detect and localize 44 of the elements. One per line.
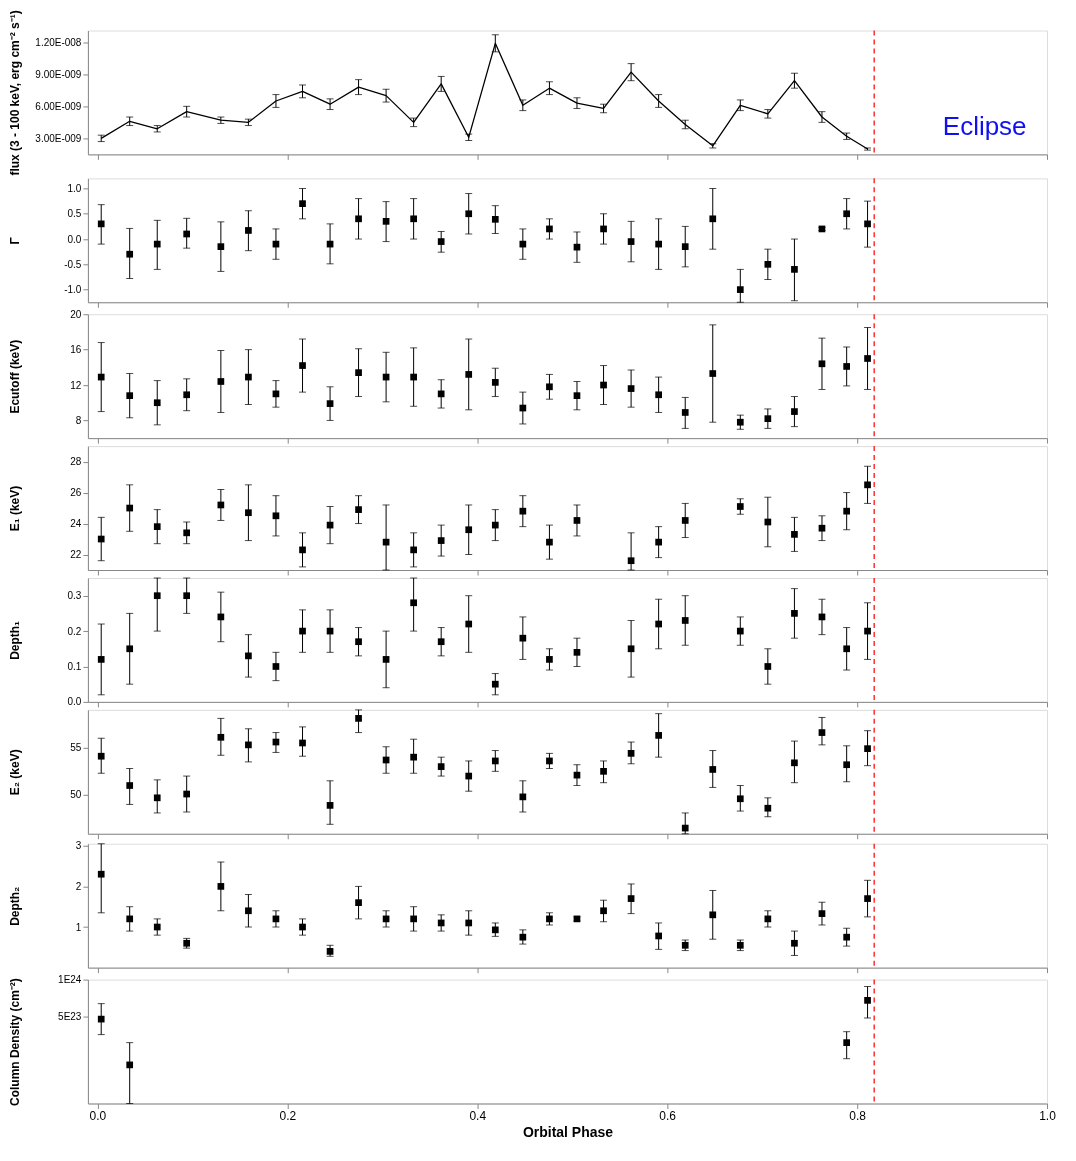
y-tick-label: 50	[70, 789, 82, 801]
y-tick-label: 24	[70, 518, 82, 530]
y-tick-label: 0.2	[67, 625, 82, 637]
y-tick-label: 5E23	[58, 1011, 82, 1023]
y-tick-label: 8	[75, 414, 82, 426]
y-tick-label: 2	[75, 880, 82, 892]
y-axis-title: E₂ (keV)	[8, 749, 23, 796]
y-tick-label: 1.20E-008	[35, 36, 82, 48]
y-tick-label: 12	[70, 379, 82, 391]
y-tick-label: 16	[70, 344, 82, 356]
y-tick-label: -0.5	[64, 258, 82, 270]
y-tick-label: -1.0	[64, 284, 82, 296]
y-tick-label: 28	[70, 456, 82, 468]
x-tick-label: 0.0	[89, 1108, 107, 1123]
y-tick-label: 0.5	[67, 208, 82, 220]
y-tick-label: 6.00E-009	[35, 100, 82, 112]
y-tick-label: 0.0	[67, 233, 82, 245]
y-tick-label: 1.0	[67, 182, 82, 194]
y-tick-label: 3.00E-009	[35, 132, 82, 144]
y-tick-label: 0.1	[67, 660, 82, 672]
y-tick-label: 20	[70, 308, 82, 320]
y-axis-title: Depth₂	[8, 886, 23, 926]
y-tick-label: 0.3	[67, 590, 82, 602]
y-axis-title: Depth₁	[8, 620, 23, 660]
y-axis-title: Γ	[8, 237, 23, 245]
y-tick-label: 1	[75, 921, 82, 933]
y-axis-title: E₁ (keV)	[8, 485, 23, 532]
y-tick-label: 9.00E-009	[35, 68, 82, 80]
x-tick-label: 0.2	[279, 1108, 297, 1123]
x-tick-label: 1.0	[1039, 1108, 1057, 1123]
x-tick-label: 0.8	[849, 1108, 867, 1123]
x-axis-title: Orbital Phase	[522, 1123, 614, 1140]
x-tick-label: 0.6	[659, 1108, 677, 1123]
annotation: Eclipse	[942, 111, 1027, 142]
y-axis-title: flux (3 - 100 keV, erg cm⁻² s⁻¹)	[8, 10, 23, 176]
y-tick-label: 55	[70, 742, 82, 754]
y-tick-label: 1E24	[58, 974, 82, 986]
y-tick-label: 26	[70, 487, 82, 499]
y-tick-label: 3	[75, 840, 82, 852]
y-tick-label: 22	[70, 549, 82, 561]
y-axis-title: Column Density (cm⁻²)	[8, 978, 23, 1106]
y-axis-title: Ecutoff (keV)	[8, 339, 23, 414]
y-tick-label: 0.0	[67, 696, 82, 708]
x-tick-label: 0.4	[469, 1108, 487, 1123]
